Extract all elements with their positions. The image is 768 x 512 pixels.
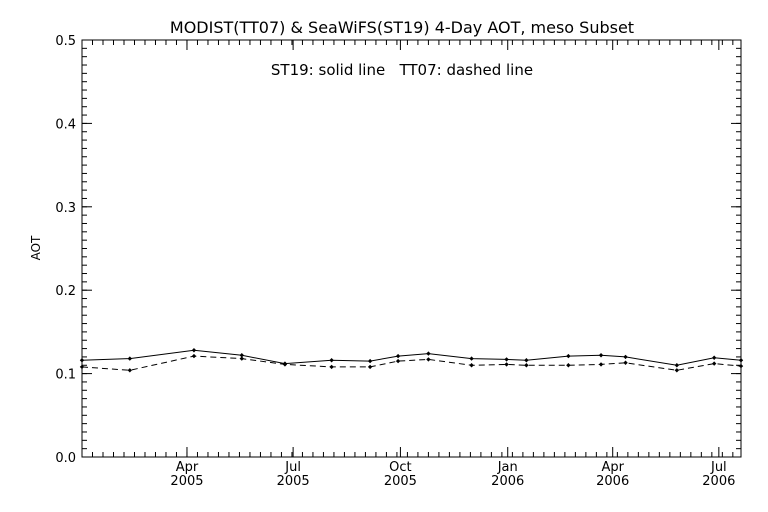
- y-tick-label: 0.4: [55, 117, 76, 132]
- data-point-tt07: [469, 363, 474, 368]
- data-point-tt07: [711, 361, 717, 366]
- y-tick-label: 0.1: [55, 368, 76, 383]
- data-point-tt07: [282, 362, 288, 367]
- x-tick-year-label: 2005: [170, 474, 203, 489]
- data-point-st19: [711, 355, 717, 360]
- x-tick-year-label: 2006: [596, 474, 629, 489]
- data-point-st19: [127, 356, 133, 361]
- data-point-tt07: [598, 362, 604, 367]
- legend-note: ST19: solid line TT07: dashed line: [271, 61, 533, 79]
- data-point-tt07: [79, 364, 85, 370]
- data-point-st19: [395, 353, 401, 359]
- x-tick-month-label: Apr: [601, 460, 624, 475]
- y-tick-label: 0.2: [55, 284, 76, 299]
- y-axis-label: AOT: [29, 235, 43, 260]
- data-point-st19: [524, 358, 529, 363]
- data-point-st19: [367, 358, 373, 364]
- data-point-st19: [191, 348, 197, 353]
- x-tick-year-label: 2005: [384, 474, 417, 489]
- data-point-tt07: [127, 368, 133, 373]
- data-point-tt07: [329, 364, 334, 370]
- data-point-tt07: [426, 357, 431, 362]
- series-line-st19: [81, 349, 742, 366]
- data-point-st19: [598, 353, 604, 358]
- plot-frame: [81, 39, 742, 458]
- x-tick-year-label: 2005: [277, 474, 310, 489]
- x-tick-month-label: Apr: [176, 460, 199, 475]
- x-tick-year-label: 2006: [702, 474, 735, 489]
- data-point-st19: [329, 358, 334, 363]
- x-tick-month-label: Jul: [284, 460, 301, 475]
- data-point-st19: [566, 353, 571, 359]
- data-point-tt07: [239, 356, 244, 361]
- data-point-st19: [738, 358, 744, 363]
- data-point-st19: [239, 353, 244, 358]
- data-point-st19: [79, 358, 85, 363]
- y-tick-label: 0.5: [55, 34, 76, 49]
- y-tick-label: 0.0: [55, 451, 76, 466]
- data-point-st19: [426, 351, 431, 356]
- data-point-st19: [674, 363, 680, 368]
- series-line-tt07: [81, 355, 742, 371]
- x-tick-year-label: 2006: [491, 474, 524, 489]
- data-point-tt07: [367, 364, 373, 370]
- data-point-tt07: [623, 360, 628, 365]
- data-point-tt07: [738, 363, 744, 369]
- data-point-st19: [469, 356, 474, 361]
- data-point-tt07: [566, 363, 571, 368]
- data-point-tt07: [524, 363, 529, 368]
- data-point-tt07: [674, 368, 680, 373]
- series-layer: [79, 348, 744, 373]
- data-point-st19: [623, 354, 628, 360]
- data-point-st19: [504, 357, 509, 362]
- data-point-tt07: [395, 358, 401, 364]
- x-tick-month-label: Jul: [710, 460, 727, 475]
- y-tick-label: 0.3: [55, 201, 76, 216]
- chart-title: MODIST(TT07) & SeaWiFS(ST19) 4-Day AOT, …: [170, 18, 634, 37]
- data-point-tt07: [191, 353, 197, 359]
- data-point-tt07: [504, 362, 509, 367]
- x-tick-month-label: Oct: [389, 460, 411, 475]
- axis-ticks: 0.00.10.20.30.40.5Apr2005Jul2005Oct2005J…: [55, 34, 741, 489]
- x-tick-month-label: Jan: [497, 460, 518, 475]
